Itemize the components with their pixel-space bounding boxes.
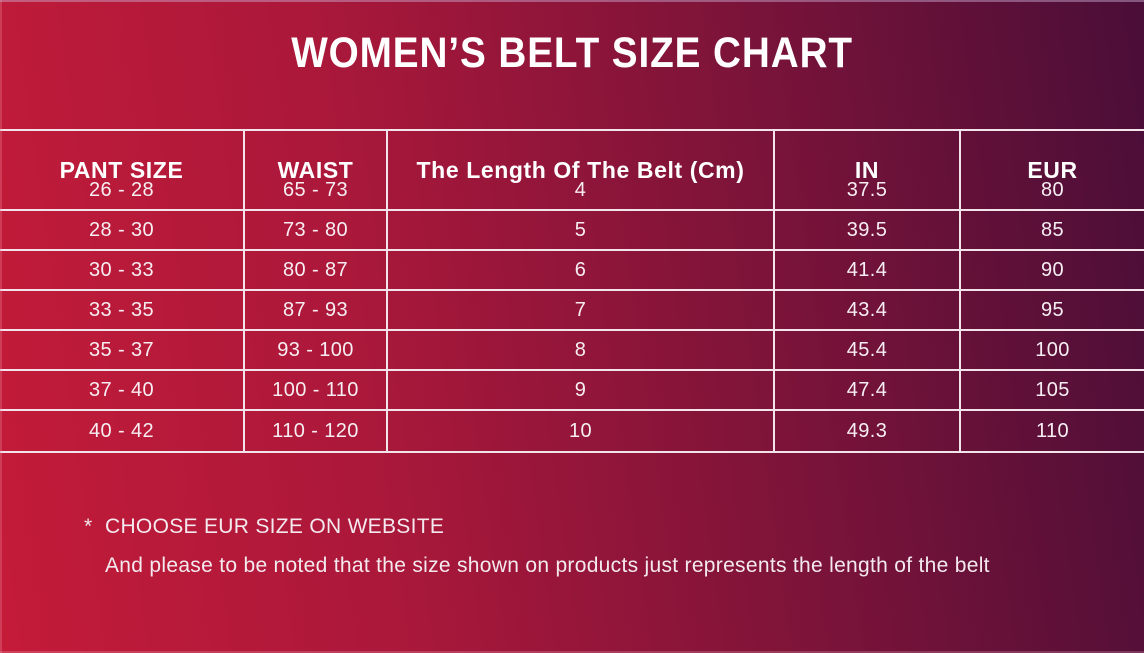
table-cell: 9 bbox=[388, 371, 775, 411]
table-cell: 37 - 40 bbox=[0, 371, 245, 411]
table-cell: 90 bbox=[961, 251, 1144, 291]
table-cell: 100 - 110 bbox=[245, 371, 388, 411]
table-cell: 49.3 bbox=[775, 411, 961, 451]
table-cell: 80 bbox=[961, 171, 1144, 211]
table-cell: 33 - 35 bbox=[0, 291, 245, 331]
footnote-asterisk: * bbox=[84, 515, 93, 538]
page-title: WOMEN’S BELT SIZE CHART bbox=[291, 29, 853, 77]
table-cell: 8 bbox=[388, 331, 775, 371]
table-cell: 43.4 bbox=[775, 291, 961, 331]
table-cell: 105 bbox=[961, 371, 1144, 411]
footnote-line2-text: And please to be noted that the size sho… bbox=[105, 554, 990, 577]
table-cell: 41.4 bbox=[775, 251, 961, 291]
footnote-line1-text: CHOOSE EUR SIZE ON WEBSITE bbox=[105, 515, 445, 538]
table-cell: 65 - 73 bbox=[245, 171, 388, 211]
table-cell: 6 bbox=[388, 251, 775, 291]
table-cell: 85 bbox=[961, 211, 1144, 251]
table-cell: 39.5 bbox=[775, 211, 961, 251]
table-cell: 93 - 100 bbox=[245, 331, 388, 371]
table-cell: 95 bbox=[961, 291, 1144, 331]
table-cell: 87 - 93 bbox=[245, 291, 388, 331]
belt-size-table: PANT SIZE WAIST The Length Of The Belt (Cm… bbox=[0, 129, 1144, 453]
title-band: WOMEN’S BELT SIZE CHART bbox=[0, 0, 1144, 129]
table-cell: 35 - 37 bbox=[0, 331, 245, 371]
footnotes: * CHOOSE EUR SIZE ON WEBSITE And please … bbox=[0, 515, 1144, 578]
table-cell: 40 - 42 bbox=[0, 411, 245, 451]
table-cell: 10 bbox=[388, 411, 775, 451]
table-cell: 26 - 28 bbox=[0, 171, 245, 211]
footnote-line1: * CHOOSE EUR SIZE ON WEBSITE bbox=[0, 515, 1144, 539]
table-cell: 45.4 bbox=[775, 331, 961, 371]
table-cell: 5 bbox=[388, 211, 775, 251]
table-cell: 110 bbox=[1035, 419, 1070, 442]
table-cell: 28 - 30 bbox=[0, 211, 245, 251]
table-cell: 47.4 bbox=[775, 371, 961, 411]
table-cell: 7 bbox=[388, 291, 775, 331]
table-cell: 100 bbox=[961, 331, 1144, 371]
table-cell: 37.5 bbox=[775, 171, 961, 211]
table-cell: 4 bbox=[388, 171, 775, 211]
table-cell: 73 - 80 bbox=[245, 211, 388, 251]
table-cell: 80 - 87 bbox=[245, 251, 388, 291]
table-cell: 110 - 120 bbox=[245, 411, 388, 451]
table-cell: 30 - 33 bbox=[0, 251, 245, 291]
